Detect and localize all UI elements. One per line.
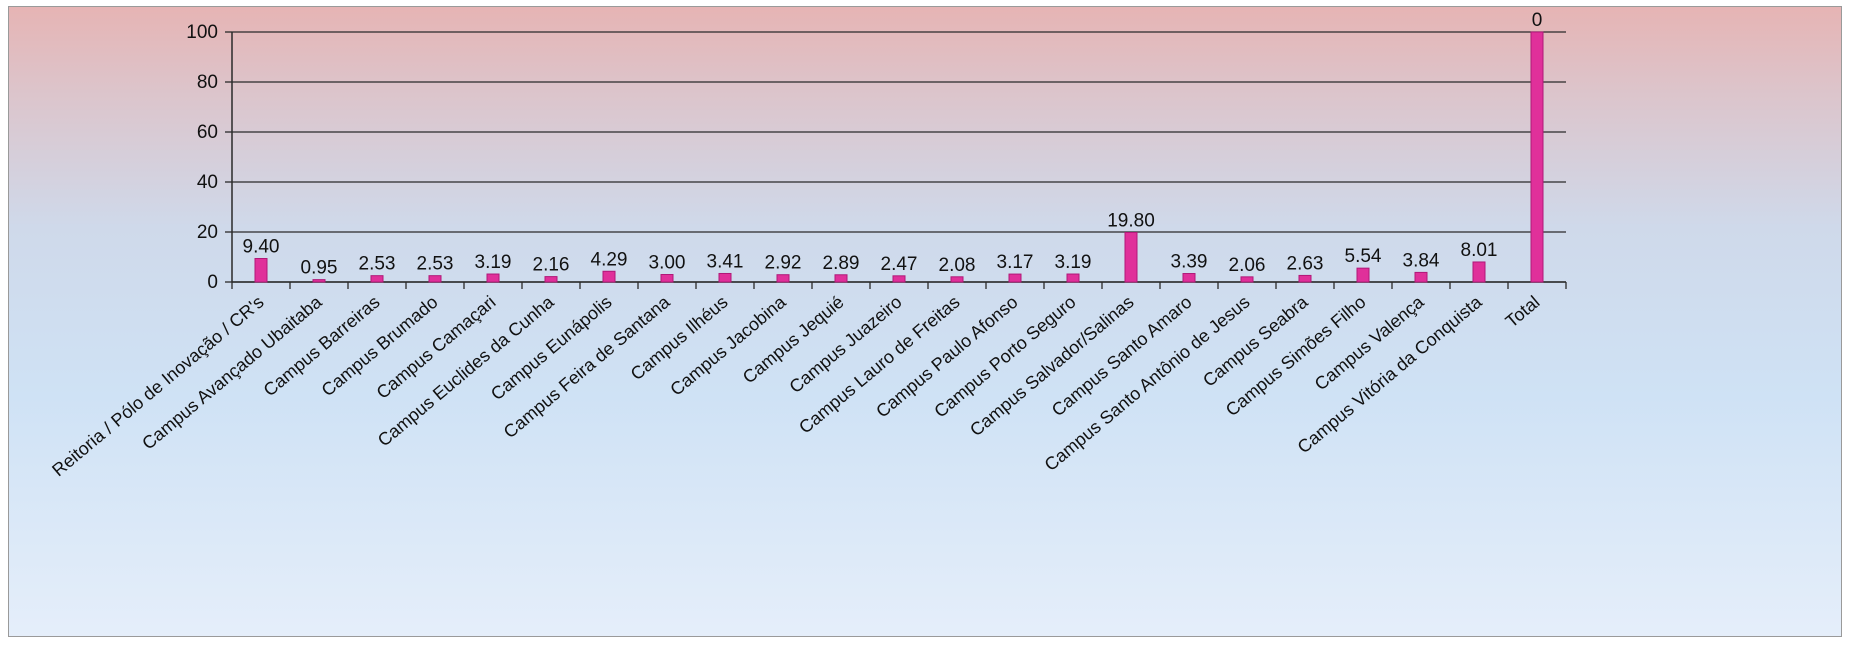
bar [1182,273,1196,283]
data-label: 19.80 [1107,211,1155,232]
category-label: Campus Jequié [739,292,848,388]
bar [312,279,326,283]
bar [1530,31,1544,283]
bar [660,274,674,283]
bar [486,273,500,283]
y-tick-label: 60 [197,122,218,143]
data-label: 3.41 [707,251,744,272]
data-label: 9.40 [243,237,280,258]
data-label: 3.84 [1403,250,1440,271]
bar [1240,276,1254,283]
bar [544,276,558,283]
data-label: 0 [1532,10,1543,31]
data-label: 0.95 [301,258,338,279]
data-label: 3.19 [475,252,512,273]
data-label: 2.47 [881,254,918,275]
bar [834,274,848,283]
bar [1008,273,1022,283]
data-label: 3.17 [997,252,1034,273]
data-label: 2.53 [359,254,396,275]
bar [1472,261,1486,283]
bar [428,275,442,283]
category-label: Total [1502,292,1544,332]
data-label: 2.06 [1229,255,1266,276]
data-label: 2.08 [939,255,976,276]
category-label: Campus Ilhéus [627,292,732,384]
bar [1414,271,1428,283]
data-label: 3.19 [1055,252,1092,273]
data-label: 2.89 [823,253,860,274]
y-tick-label: 100 [186,22,218,43]
y-tick-label: 40 [197,172,218,193]
bar [1356,267,1370,283]
bar [718,272,732,283]
y-tick-label: 80 [197,72,218,93]
bar [254,258,268,283]
bar [776,274,790,283]
category-label: Reitoria / Pólo de Inovação / CR's [48,292,267,481]
y-tick-label: 20 [197,222,218,243]
data-label: 2.63 [1287,253,1324,274]
bar [1066,273,1080,283]
data-label: 3.39 [1171,252,1208,273]
data-label: 3.00 [649,253,686,274]
bar [1298,274,1312,283]
data-label: 2.92 [765,253,802,274]
bar [1124,232,1138,283]
bar [950,276,964,283]
data-label: 5.54 [1345,246,1382,267]
bar [370,275,384,283]
data-label: 4.29 [591,249,628,270]
bar [602,270,616,283]
bar [892,275,906,283]
data-label: 2.53 [417,254,454,275]
y-tick-label: 0 [207,272,218,293]
data-label: 2.16 [533,255,570,276]
data-label: 8.01 [1461,240,1498,261]
